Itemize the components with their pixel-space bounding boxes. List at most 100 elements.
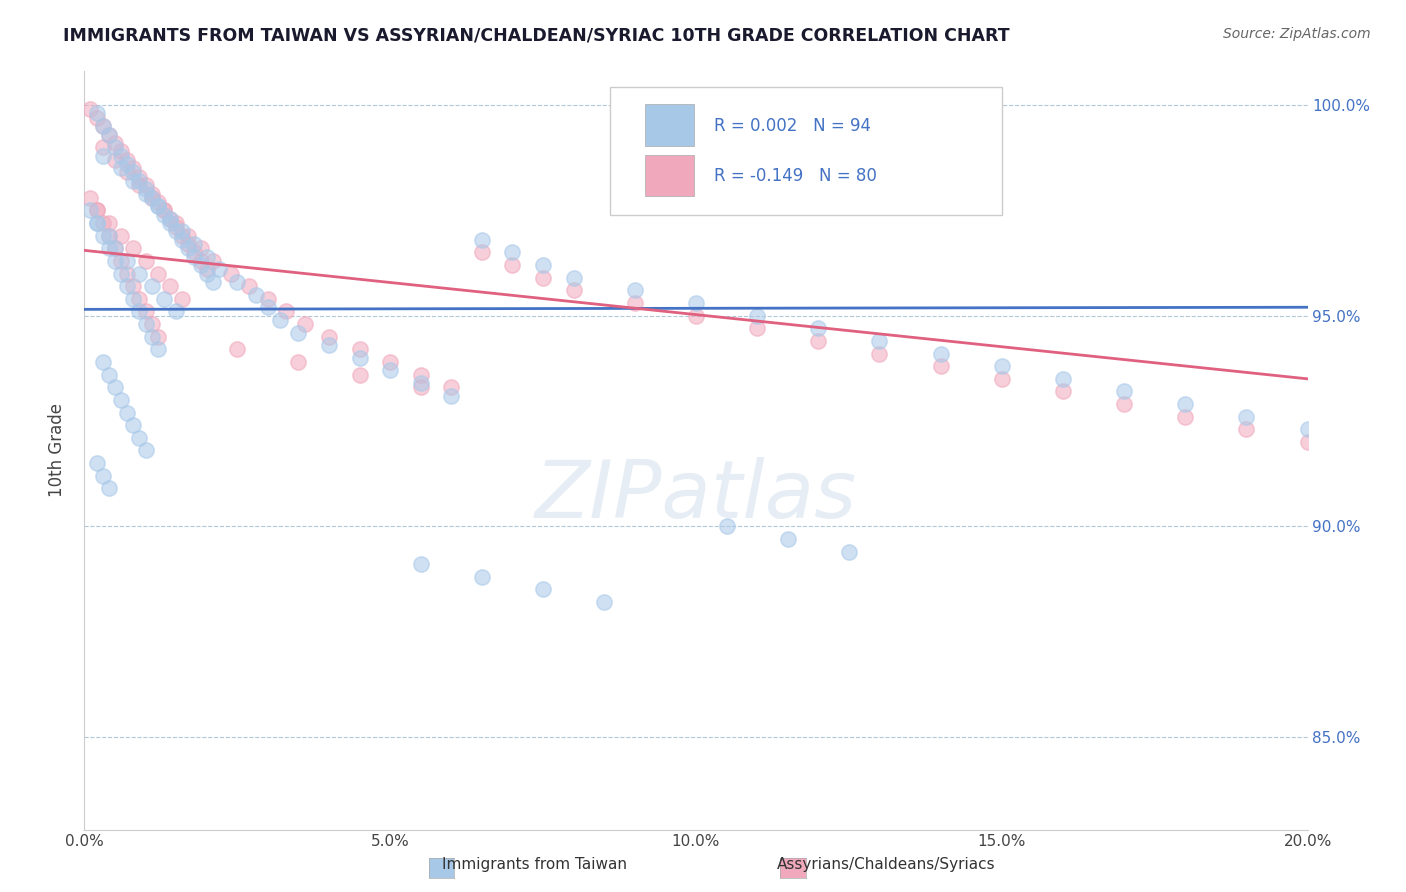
- Point: [318, 330, 340, 344]
- Point: [1236, 409, 1258, 424]
- Point: [97, 228, 120, 243]
- Point: [135, 182, 157, 196]
- Point: [153, 292, 176, 306]
- Point: [165, 220, 187, 235]
- Text: IMMIGRANTS FROM TAIWAN VS ASSYRIAN/CHALDEAN/SYRIAC 10TH GRADE CORRELATION CHART: IMMIGRANTS FROM TAIWAN VS ASSYRIAN/CHALD…: [63, 27, 1010, 45]
- Point: [991, 359, 1014, 374]
- Point: [183, 245, 205, 260]
- Point: [226, 275, 249, 289]
- Point: [531, 270, 554, 285]
- Point: [122, 292, 145, 306]
- Point: [807, 321, 830, 335]
- Point: [624, 296, 647, 310]
- Point: [562, 270, 585, 285]
- Point: [440, 389, 463, 403]
- Point: [110, 228, 132, 243]
- Point: [122, 165, 145, 179]
- Point: [128, 267, 150, 281]
- Point: [165, 224, 187, 238]
- Point: [135, 186, 157, 201]
- Point: [141, 191, 163, 205]
- Point: [238, 279, 260, 293]
- Point: [97, 128, 120, 142]
- Point: [172, 233, 194, 247]
- Point: [141, 279, 163, 293]
- Point: [153, 203, 176, 218]
- Point: [97, 128, 120, 142]
- Point: [122, 418, 145, 433]
- Point: [110, 145, 132, 159]
- Point: [115, 253, 138, 268]
- Point: [91, 119, 114, 133]
- Point: [201, 253, 224, 268]
- Point: [110, 253, 132, 268]
- Point: [1114, 384, 1136, 399]
- Point: [1174, 397, 1197, 411]
- Point: [172, 228, 194, 243]
- Y-axis label: 10th Grade: 10th Grade: [48, 403, 66, 498]
- Point: [115, 267, 138, 281]
- Point: [104, 140, 127, 154]
- Point: [471, 245, 494, 260]
- Point: [349, 351, 371, 365]
- Point: [685, 296, 707, 310]
- Point: [716, 519, 738, 533]
- Point: [86, 203, 108, 218]
- Point: [747, 309, 769, 323]
- Point: [294, 317, 316, 331]
- Point: [1296, 422, 1319, 436]
- Point: [409, 557, 432, 571]
- Point: [1174, 409, 1197, 424]
- Point: [104, 241, 127, 255]
- Point: [276, 304, 298, 318]
- Point: [190, 253, 212, 268]
- Point: [531, 258, 554, 272]
- Point: [97, 368, 120, 382]
- Point: [159, 211, 181, 226]
- Point: [146, 267, 169, 281]
- Point: [86, 216, 108, 230]
- Point: [349, 368, 371, 382]
- Point: [135, 253, 157, 268]
- Point: [97, 241, 120, 255]
- Point: [153, 203, 176, 218]
- Point: [115, 405, 138, 419]
- Point: [79, 203, 101, 218]
- Point: [269, 313, 291, 327]
- Point: [165, 304, 187, 318]
- Point: [86, 106, 108, 120]
- Point: [104, 136, 127, 150]
- Point: [86, 216, 108, 230]
- Point: [226, 343, 249, 357]
- Point: [146, 199, 169, 213]
- Point: [409, 368, 432, 382]
- Point: [104, 153, 127, 167]
- Point: [245, 287, 267, 301]
- Point: [195, 250, 218, 264]
- Point: [110, 161, 132, 176]
- Point: [110, 148, 132, 162]
- Point: [991, 372, 1014, 386]
- Point: [110, 392, 132, 407]
- Point: [128, 174, 150, 188]
- Point: [531, 582, 554, 597]
- Point: [128, 169, 150, 184]
- Point: [135, 304, 157, 318]
- FancyBboxPatch shape: [610, 87, 1002, 216]
- Point: [172, 292, 194, 306]
- Point: [195, 262, 218, 277]
- Point: [159, 211, 181, 226]
- Point: [122, 241, 145, 255]
- Point: [91, 216, 114, 230]
- Point: [502, 245, 524, 260]
- Point: [104, 241, 127, 255]
- Point: [104, 380, 127, 394]
- Point: [1052, 372, 1074, 386]
- Point: [122, 174, 145, 188]
- Point: [929, 346, 952, 360]
- Point: [1052, 384, 1074, 399]
- Point: [349, 343, 371, 357]
- Point: [869, 346, 891, 360]
- Point: [141, 330, 163, 344]
- Point: [159, 216, 181, 230]
